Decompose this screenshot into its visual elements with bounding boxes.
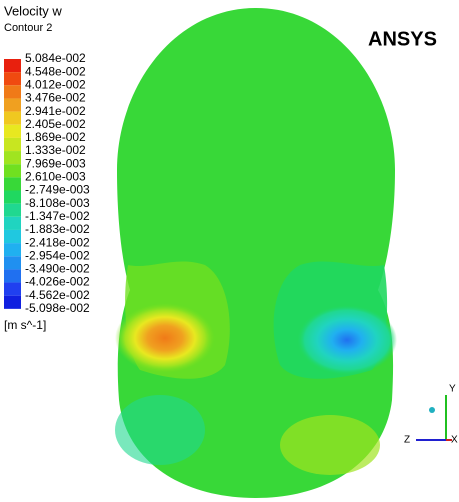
cool-blob — [297, 305, 397, 375]
legend: 5.084e-0024.548e-0024.012e-0023.476e-002… — [4, 51, 90, 315]
legend-swatch — [4, 229, 21, 244]
x-axis-label: X — [451, 435, 458, 446]
legend-label: 5.084e-002 — [25, 51, 86, 65]
legend-label: -1.883e-002 — [25, 222, 90, 236]
legend-label: -3.490e-002 — [25, 262, 90, 276]
legend-unit: [m s^-1] — [4, 318, 46, 332]
legend-swatch — [4, 111, 21, 125]
legend-label: 2.941e-002 — [25, 104, 86, 118]
y-axis-label: Y — [449, 384, 456, 395]
legend-label: -4.026e-002 — [25, 275, 90, 289]
legend-swatch — [4, 243, 21, 257]
legend-swatch — [4, 216, 21, 230]
triad-dot — [429, 407, 435, 413]
legend-subtitle: Contour 2 — [4, 22, 52, 34]
legend-swatch — [4, 203, 21, 217]
legend-swatch — [4, 151, 21, 165]
legend-label: -2.418e-002 — [25, 235, 90, 249]
legend-label: 4.548e-002 — [25, 64, 86, 78]
legend-swatch — [4, 282, 21, 296]
legend-label: 2.610e-003 — [25, 170, 86, 184]
legend-title: Velocity w — [4, 3, 62, 18]
lower-warm-right — [280, 415, 380, 475]
lower-cool-left — [115, 395, 205, 465]
legend-label: -2.954e-002 — [25, 248, 90, 262]
legend-swatch — [4, 256, 21, 270]
legend-label: -5.098e-002 — [25, 301, 90, 315]
legend-swatch — [4, 269, 21, 283]
legend-label: -2.749e-003 — [25, 183, 90, 197]
legend-swatch — [4, 59, 21, 73]
legend-swatch — [4, 190, 21, 204]
legend-label: -4.562e-002 — [25, 288, 90, 302]
legend-label: 4.012e-002 — [25, 77, 86, 91]
legend-swatch — [4, 124, 21, 138]
z-axis-label: Z — [404, 435, 410, 446]
axis-triad: Y Z X — [404, 384, 458, 446]
legend-swatch — [4, 295, 21, 309]
legend-label: -1.347e-002 — [25, 209, 90, 223]
legend-swatch — [4, 98, 21, 112]
legend-swatch — [4, 177, 21, 191]
legend-label: 1.869e-002 — [25, 130, 86, 144]
logo: ANSYS — [368, 28, 437, 50]
contour-body — [115, 8, 397, 498]
legend-swatch — [4, 137, 21, 152]
legend-label: 1.333e-002 — [25, 143, 86, 157]
legend-swatch — [4, 72, 21, 86]
warm-blob — [115, 303, 215, 373]
legend-label: 7.969e-003 — [25, 156, 86, 170]
legend-label: 3.476e-002 — [25, 91, 86, 105]
legend-label: -8.108e-003 — [25, 196, 90, 210]
legend-swatch — [4, 164, 21, 178]
legend-label: 2.405e-002 — [25, 117, 86, 131]
legend-swatch — [4, 85, 21, 99]
